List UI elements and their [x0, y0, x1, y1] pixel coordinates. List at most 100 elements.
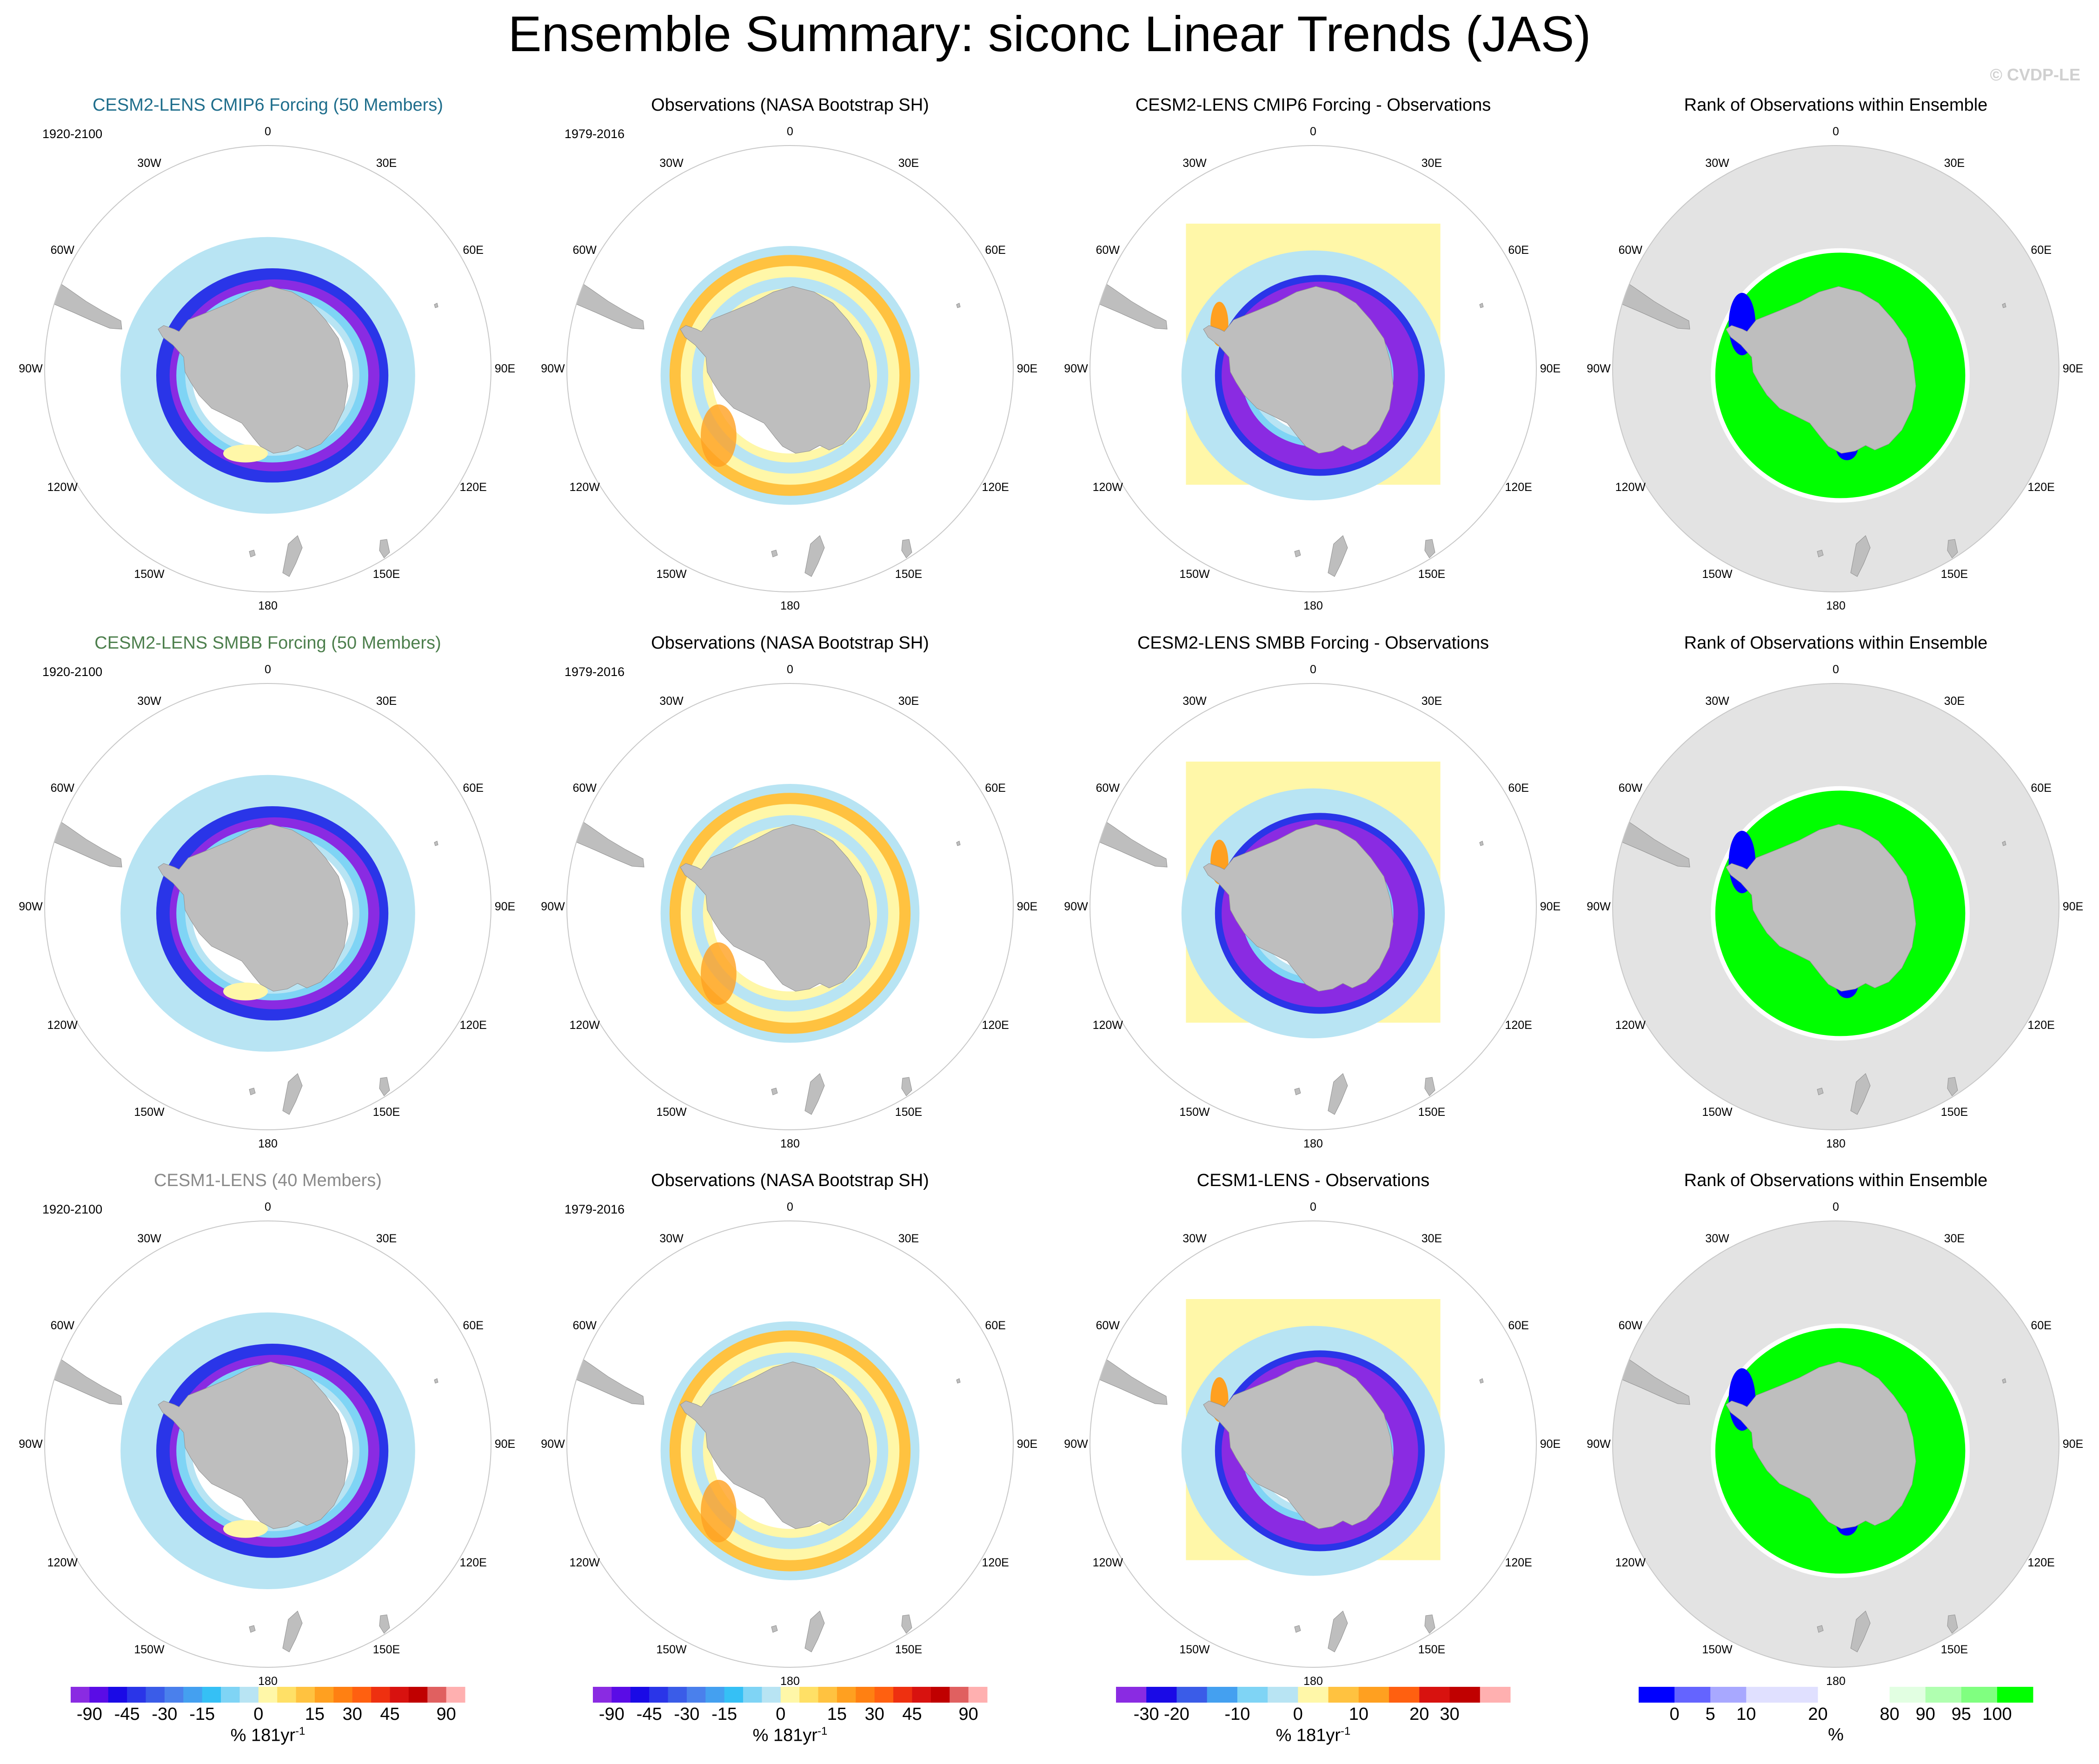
land-mass: [1817, 1625, 1824, 1633]
longitude-label: 120W: [1092, 1019, 1123, 1032]
land-mass: [379, 1077, 390, 1096]
colorbar-swatch: [446, 1687, 465, 1703]
longitude-label: 90W: [19, 900, 43, 913]
colorbar-swatch: [780, 1687, 800, 1703]
longitude-label: 60E: [2031, 782, 2052, 795]
longitude-label: 60E: [985, 244, 1006, 257]
longitude-label: 150E: [895, 1643, 923, 1656]
land-mass: [1328, 535, 1348, 577]
colorbar-swatch: [630, 1687, 650, 1703]
longitude-label: 120W: [1092, 481, 1123, 494]
longitude-label: 30W: [137, 1232, 161, 1246]
longitude-label: 60E: [1508, 782, 1529, 795]
longitude-label: 150E: [372, 1105, 400, 1119]
longitude-label: 60W: [1096, 782, 1120, 795]
longitude-label: 120E: [982, 1019, 1009, 1032]
colorbar-swatch: [874, 1687, 894, 1703]
longitude-label: 150W: [1179, 1105, 1210, 1119]
period-label: 1979-2016: [565, 127, 625, 141]
longitude-label: 150E: [1940, 567, 1968, 581]
colorbar-swatch: [950, 1687, 969, 1703]
antarctica-land: [680, 286, 870, 454]
longitude-label: 150W: [1702, 1105, 1733, 1119]
panel-title: CESM1-LENS - Observations: [1196, 1171, 1430, 1190]
longitude-label: 30E: [1421, 157, 1442, 170]
map-boundary: [1612, 145, 2059, 592]
longitude-label: 120W: [47, 1556, 78, 1569]
longitude-label: 150W: [134, 1105, 165, 1119]
colorbar-swatch: [1961, 1687, 1998, 1703]
longitude-label: 30E: [1421, 695, 1442, 708]
longitude-label: 60W: [572, 1319, 597, 1332]
longitude-label: 120W: [569, 1019, 600, 1032]
longitude-label: 30W: [137, 695, 161, 708]
map-11: [1612, 1220, 2059, 1668]
longitude-label: 90E: [1540, 900, 1561, 913]
longitude-label: 90W: [541, 362, 565, 375]
colorbar-swatch: [1176, 1687, 1208, 1703]
longitude-label: 60E: [463, 244, 484, 257]
land-mass: [804, 535, 825, 577]
longitude-label: 150W: [134, 1643, 165, 1656]
panel-title: Observations (NASA Bootstrap SH): [651, 633, 929, 653]
colorbar-swatch: [856, 1687, 875, 1703]
longitude-label: 60W: [1618, 1319, 1643, 1332]
colorbar-tick-label: 30: [342, 1704, 362, 1724]
map-boundary: [1612, 1220, 2059, 1668]
colorbar-swatch: [893, 1687, 912, 1703]
antarctica-land: [158, 286, 348, 454]
panel-title: CESM2-LENS CMIP6 Forcing - Observations: [1135, 95, 1491, 115]
colorbar-tick-label: -45: [114, 1704, 140, 1724]
antarctica-land: [680, 824, 870, 992]
land-mass: [1479, 1378, 1484, 1384]
longitude-label: 120E: [1505, 1019, 1532, 1032]
land-mass: [1328, 1073, 1348, 1115]
land-mass: [379, 539, 390, 558]
longitude-label: 120W: [569, 1556, 600, 1569]
colorbar-tick-label: 10: [1348, 1704, 1368, 1724]
colorbar-swatch: [1997, 1687, 2033, 1703]
colorbar-tick-label: -15: [711, 1704, 737, 1724]
longitude-label: 150E: [895, 1105, 923, 1119]
longitude-label: 150E: [1940, 1643, 1968, 1656]
colorbar-swatch: [108, 1687, 127, 1703]
colorbar-tick-label: 90: [1915, 1704, 1935, 1724]
colorbar-unit-label: % 181yr-1: [1275, 1725, 1351, 1745]
land-mass: [434, 1378, 438, 1384]
map-boundary: [44, 683, 492, 1130]
land-mass: [1479, 303, 1484, 308]
longitude-label: 60E: [463, 1319, 484, 1332]
longitude-label: 30E: [1944, 695, 1965, 708]
colorbar-swatch: [1358, 1687, 1389, 1703]
colorbar-swatch: [390, 1687, 409, 1703]
land-mass: [1947, 1077, 1958, 1096]
longitude-label: 30E: [1944, 157, 1965, 170]
longitude-label: 0: [265, 125, 271, 138]
land-mass: [1424, 1614, 1435, 1634]
colorbar-swatch: [127, 1687, 146, 1703]
longitude-label: 60E: [2031, 1319, 2052, 1332]
panel-title: Rank of Observations within Ensemble: [1684, 95, 1988, 115]
map-2: [1089, 145, 1537, 592]
period-label: 1979-2016: [565, 665, 625, 679]
land-mass: [956, 1378, 961, 1384]
longitude-label: 30W: [1182, 157, 1207, 170]
period-label: 1920-2100: [42, 127, 103, 141]
colorbar-swatch: [837, 1687, 856, 1703]
colorbar-tick-label: 45: [902, 1704, 922, 1724]
land-mass: [434, 841, 438, 846]
longitude-label: 90W: [19, 1438, 43, 1451]
map-boundary: [44, 145, 492, 592]
colorbar-tick-label: 30: [864, 1704, 884, 1724]
longitude-label: 180: [780, 599, 800, 612]
colorbar-swatch: [649, 1687, 669, 1703]
colorbar-swatch: [912, 1687, 931, 1703]
colorbar-swatch: [724, 1687, 744, 1703]
colorbar-tick-label: 30: [1440, 1704, 1460, 1724]
colorbar-swatch: [1818, 1687, 1854, 1703]
longitude-label: 90E: [494, 900, 516, 913]
land-mass: [1817, 1088, 1824, 1095]
land-mass: [2002, 841, 2006, 846]
longitude-label: 90E: [1016, 1438, 1038, 1451]
panel-title: Observations (NASA Bootstrap SH): [651, 1171, 929, 1190]
